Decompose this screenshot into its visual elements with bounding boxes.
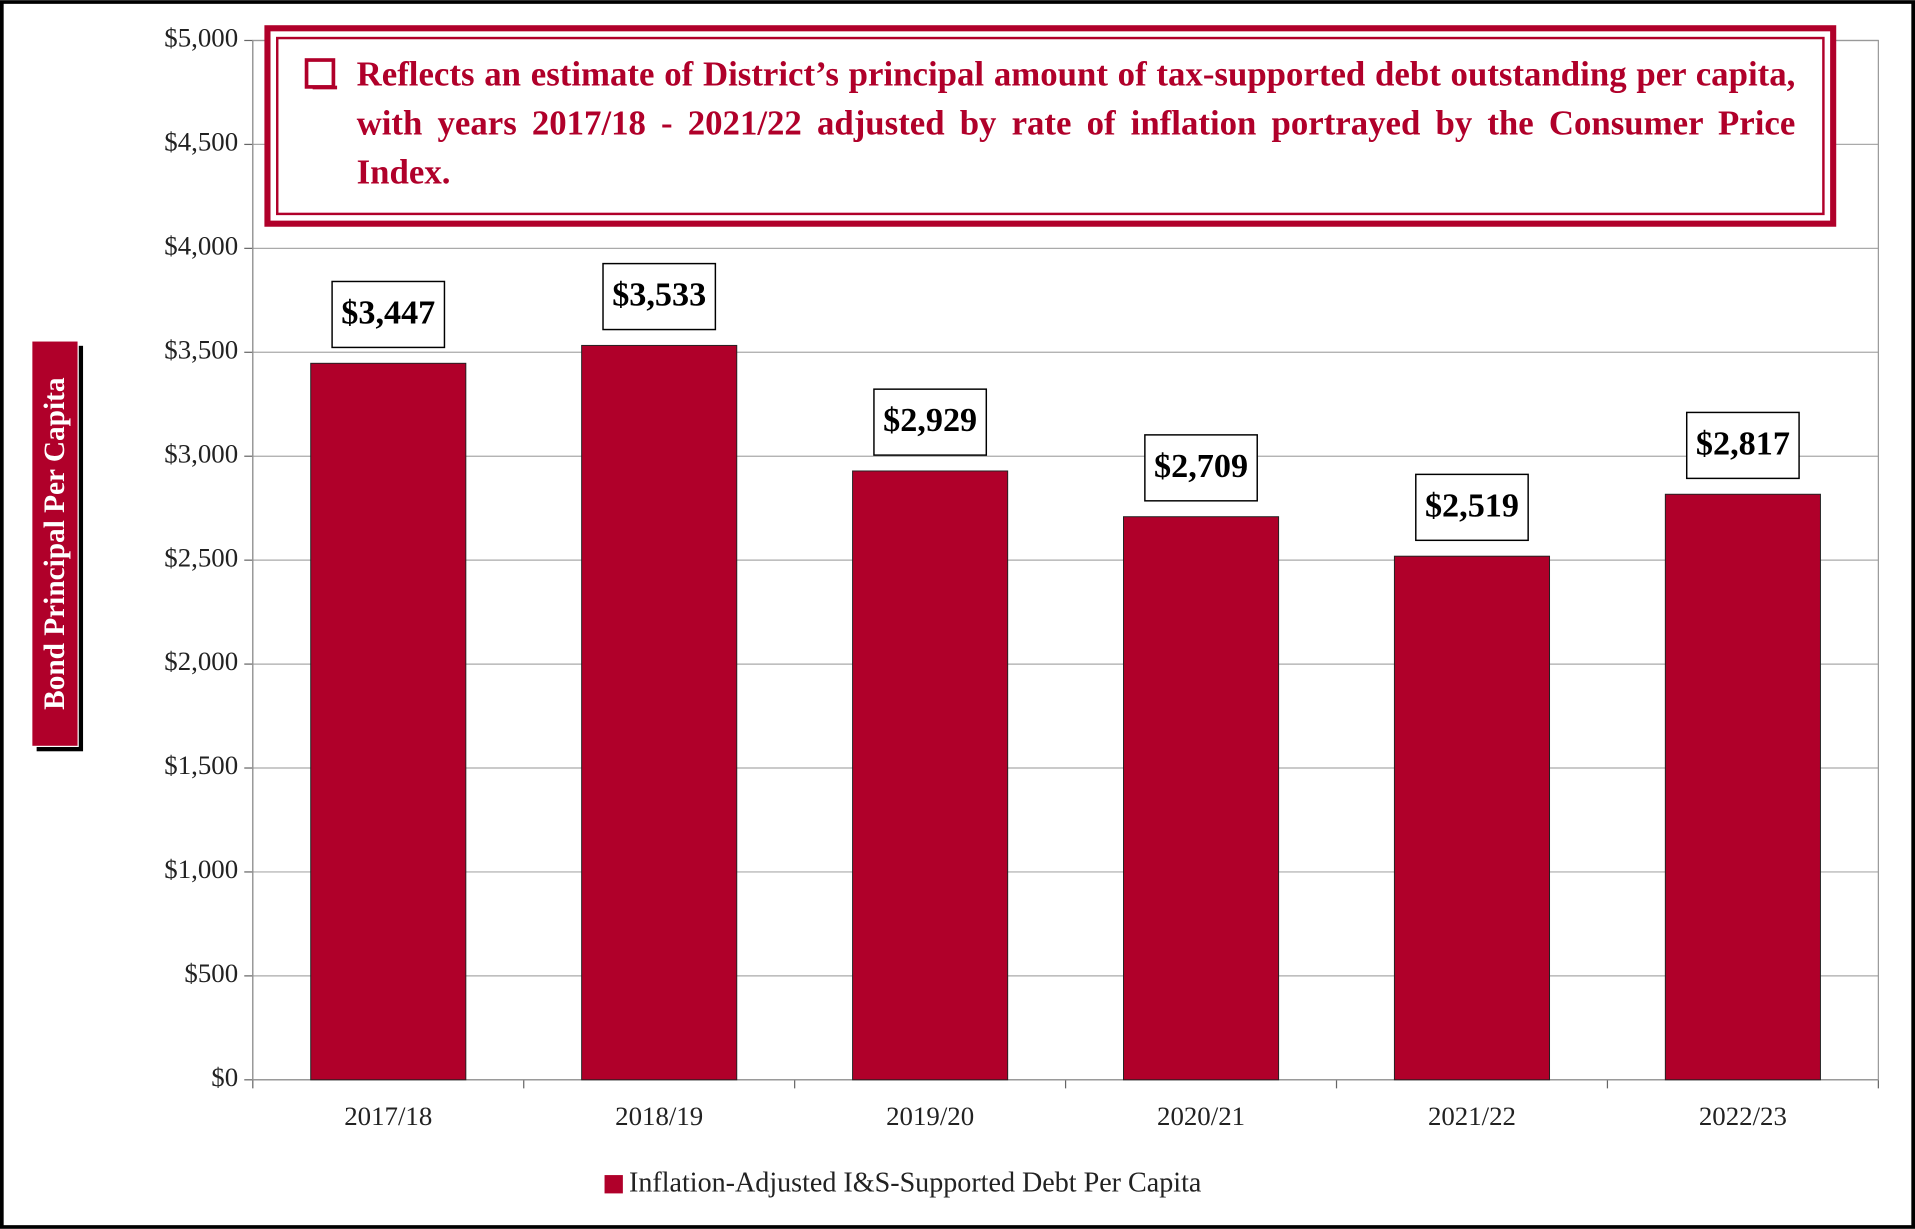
y-tick-label: $3,500	[164, 334, 238, 364]
value-label-box	[1415, 473, 1529, 542]
checkbox-icon	[304, 58, 336, 89]
value-label: $2,929	[883, 402, 977, 439]
value-label: $2,519	[1425, 487, 1519, 524]
bar	[581, 344, 738, 1081]
bar	[852, 470, 1009, 1081]
bar	[1393, 555, 1551, 1081]
bar	[1123, 516, 1280, 1081]
value-label: $2,709	[1154, 448, 1248, 485]
y-tick-label: $5,000	[164, 23, 238, 53]
value-label: $3,447	[341, 295, 435, 332]
y-tick-label: $2,000	[164, 646, 238, 676]
value-label: $2,817	[1696, 425, 1790, 462]
legend-label: Inflation-Adjusted I&S-Supported Debt Pe…	[629, 1167, 1202, 1198]
x-tick-label: 2020/21	[1157, 1101, 1245, 1131]
x-tick-label: 2019/20	[886, 1101, 974, 1131]
note-box	[264, 25, 1837, 227]
y-tick-label: $500	[184, 958, 238, 988]
y-label-box	[31, 340, 79, 748]
value-label-box	[331, 280, 446, 349]
note-container: Reflects an estimate of District’s princ…	[356, 56, 1796, 192]
y-tick-label: $4,500	[164, 127, 238, 157]
x-tick-label: 2017/18	[344, 1101, 432, 1131]
y-tick-label: $2,500	[164, 542, 238, 572]
legend-swatch	[604, 1175, 623, 1194]
value-label-box	[1685, 411, 1800, 480]
x-tick-label: 2021/22	[1428, 1101, 1516, 1131]
y-tick-label: $4,000	[164, 231, 238, 261]
y-tick-label: $3,000	[164, 438, 238, 468]
y-tick-label: $1,000	[164, 854, 238, 884]
value-label-box	[602, 262, 717, 331]
value-label-box	[873, 388, 988, 456]
x-tick-label: 2018/19	[615, 1101, 703, 1131]
bar	[310, 362, 467, 1081]
bar	[1664, 493, 1821, 1081]
checkbox-shadow	[312, 85, 338, 90]
value-label: $3,533	[612, 277, 706, 314]
y-tick-label: $1,500	[164, 750, 238, 780]
bars: $3,447 $3,533 $2,929 $2,709 $2,519 $2,817	[310, 262, 1821, 1081]
note-box-inner	[276, 36, 1825, 216]
note-text: Reflects an estimate of District’s princ…	[356, 56, 1796, 192]
y-axis-label: Bond Principal Per Capita	[39, 377, 71, 710]
x-tick-label: 2022/23	[1699, 1101, 1787, 1131]
y-tick-label: $0	[211, 1062, 238, 1092]
value-label-box	[1144, 434, 1258, 502]
